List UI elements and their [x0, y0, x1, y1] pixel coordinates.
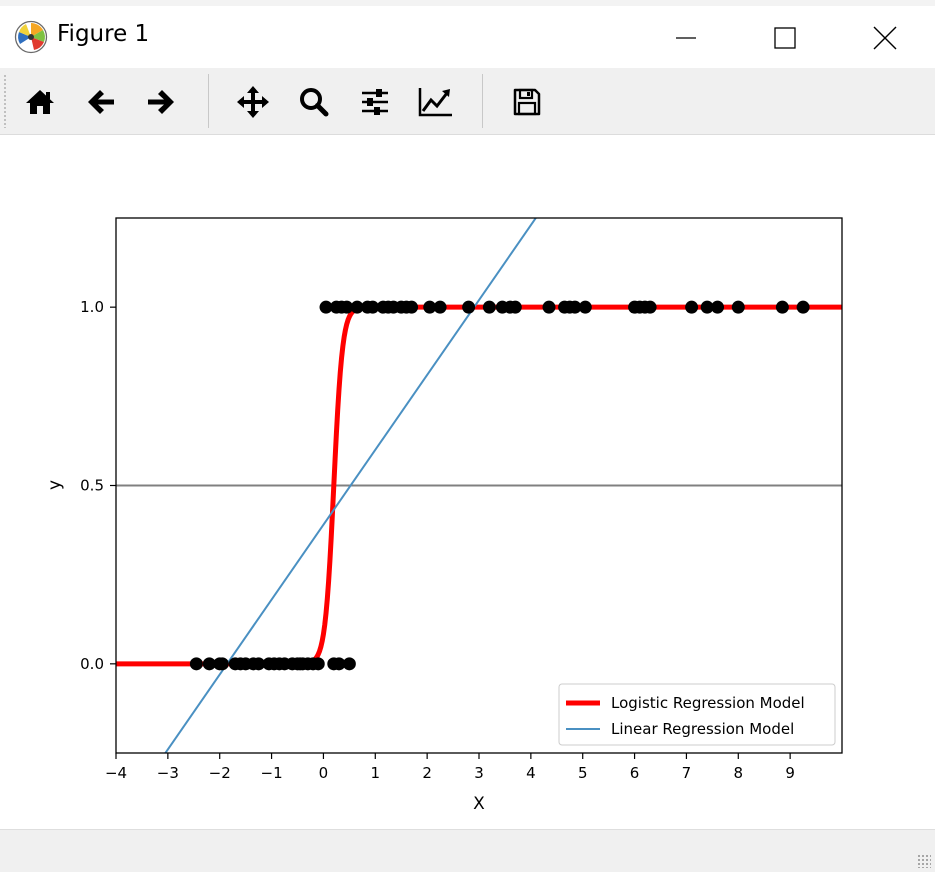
- close-icon: [873, 26, 897, 50]
- data-point-class-1: [319, 300, 333, 314]
- toolbar-separator: [482, 74, 483, 128]
- x-tick-label: 8: [734, 764, 744, 782]
- x-tick-label: −1: [261, 764, 283, 782]
- legend-label-logistic: Logistic Regression Model: [611, 694, 805, 712]
- save-floppy-icon: [513, 88, 541, 116]
- status-bar: [0, 829, 935, 872]
- y-axis-label: y: [45, 480, 65, 490]
- x-tick-label: 4: [526, 764, 536, 782]
- back-arrow-icon: [88, 90, 114, 114]
- forward-arrow-icon: [148, 90, 174, 114]
- x-tick-label: −3: [157, 764, 179, 782]
- data-point-class-1: [508, 300, 522, 314]
- data-point-class-1: [405, 300, 419, 314]
- pan-button[interactable]: [233, 82, 273, 122]
- data-point-class-1: [796, 300, 810, 314]
- data-point-class-1: [340, 300, 354, 314]
- y-tick-label: 0.0: [80, 655, 104, 673]
- home-button[interactable]: [20, 82, 60, 122]
- x-tick-label: 9: [785, 764, 795, 782]
- save-button[interactable]: [507, 82, 547, 122]
- edit-axis-button[interactable]: [416, 82, 456, 122]
- configure-subplots-icon: [362, 89, 388, 115]
- x-tick-label: 5: [578, 764, 588, 782]
- toolbar-separator: [208, 74, 209, 128]
- data-point-class-1: [578, 300, 592, 314]
- x-tick-label: 2: [422, 764, 432, 782]
- data-point-class-1: [350, 300, 364, 314]
- navigation-toolbar: [0, 68, 935, 135]
- configure-subplots-button[interactable]: [355, 82, 395, 122]
- data-point-class-0: [202, 657, 216, 671]
- maximize-icon: [774, 27, 796, 49]
- x-tick-label: −4: [105, 764, 127, 782]
- zoom-magnifier-icon: [300, 88, 329, 117]
- data-point-class-0: [332, 657, 346, 671]
- data-points: [189, 300, 810, 671]
- data-point-class-1: [775, 300, 789, 314]
- matplotlib-logo-icon: [14, 20, 48, 54]
- x-tick-label: 0: [319, 764, 329, 782]
- y-axis: 0.0 0.5 1.0: [80, 298, 116, 673]
- data-point-class-1: [731, 300, 745, 314]
- plot-svg[interactable]: −4 −3 −2 −1 0 1 2 3 4 5 6 7 8 9 0.0 0.5 1.0 X y Logisti…: [0, 135, 935, 829]
- edit-axis-icon: [418, 88, 452, 117]
- data-point-class-1: [685, 300, 699, 314]
- title-bar: Figure 1: [0, 6, 935, 68]
- back-button[interactable]: [81, 82, 121, 122]
- figure-canvas[interactable]: −4 −3 −2 −1 0 1 2 3 4 5 6 7 8 9 0.0 0.5 1.0 X y Logisti…: [0, 135, 935, 829]
- data-point-class-1: [423, 300, 437, 314]
- x-tick-label: −2: [209, 764, 231, 782]
- data-point-class-1: [462, 300, 476, 314]
- data-point-class-0: [342, 657, 356, 671]
- home-icon: [26, 90, 54, 114]
- y-tick-label: 0.5: [80, 477, 104, 495]
- data-point-class-0: [189, 657, 203, 671]
- window-title: Figure 1: [57, 21, 150, 47]
- axes-frame: [115, 217, 843, 754]
- data-point-class-1: [482, 300, 496, 314]
- forward-button[interactable]: [141, 82, 181, 122]
- data-point-class-1: [366, 300, 380, 314]
- pan-move-icon: [237, 86, 269, 118]
- data-point-class-1: [700, 300, 714, 314]
- x-axis-label: X: [473, 794, 485, 814]
- legend: Logistic Regression Model Linear Regress…: [558, 683, 836, 746]
- legend-label-linear: Linear Regression Model: [611, 720, 794, 738]
- x-tick-label: 7: [682, 764, 692, 782]
- close-button[interactable]: [855, 12, 915, 64]
- data-point-class-1: [643, 300, 657, 314]
- data-point-class-0: [215, 657, 229, 671]
- resize-grip[interactable]: [917, 854, 931, 868]
- data-point-class-1: [568, 300, 582, 314]
- data-point-class-0: [311, 657, 325, 671]
- data-point-class-1: [542, 300, 556, 314]
- data-point-class-1: [433, 300, 447, 314]
- y-tick-label: 1.0: [80, 298, 104, 316]
- x-axis: −4 −3 −2 −1 0 1 2 3 4 5 6 7 8 9: [105, 753, 795, 782]
- zoom-button[interactable]: [294, 82, 334, 122]
- toolbar-grip[interactable]: [3, 74, 7, 128]
- data-point-class-0: [252, 657, 266, 671]
- maximize-button[interactable]: [755, 12, 815, 64]
- x-tick-label: 6: [630, 764, 640, 782]
- linear-regression-line: [164, 218, 538, 753]
- minimize-icon: [676, 37, 696, 39]
- x-tick-label: 3: [474, 764, 484, 782]
- data-point-class-1: [711, 300, 725, 314]
- minimize-button[interactable]: [656, 12, 716, 64]
- x-tick-label: 1: [371, 764, 381, 782]
